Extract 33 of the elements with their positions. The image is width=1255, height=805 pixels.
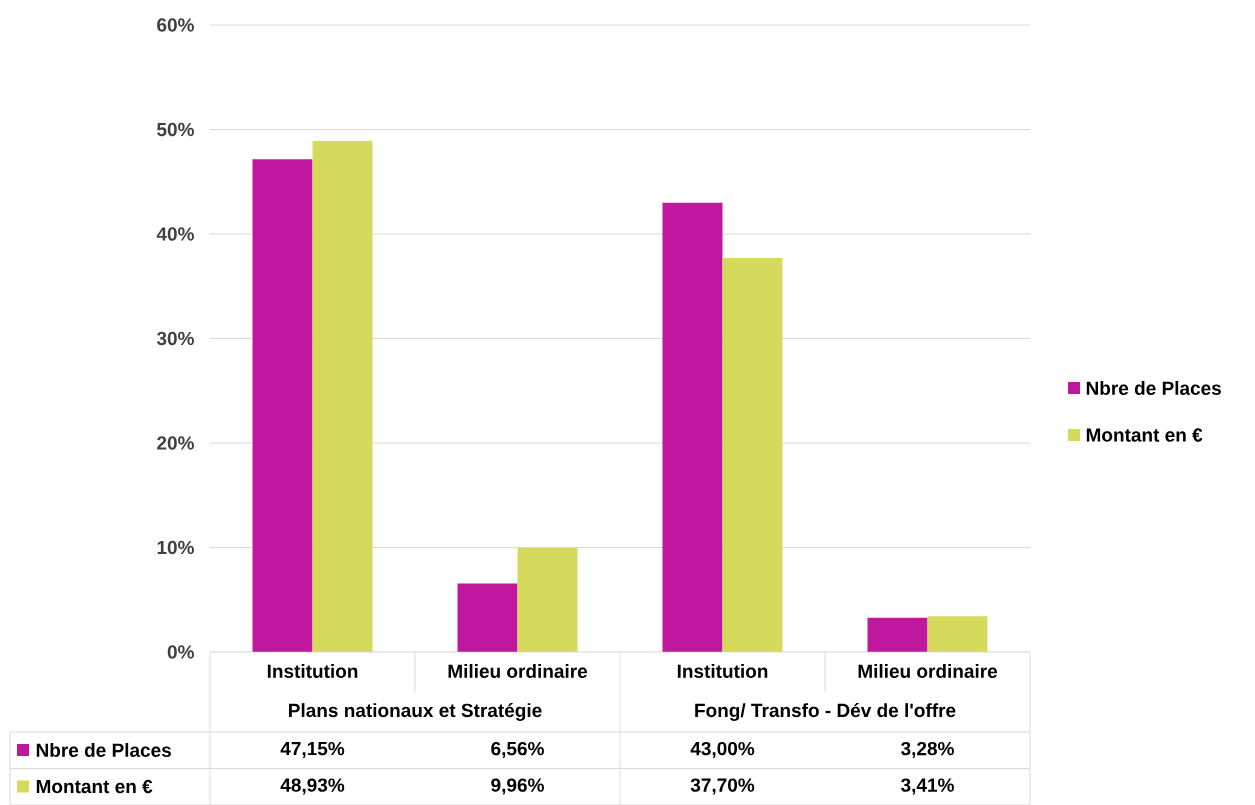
y-tick-label: 60% xyxy=(157,18,194,32)
data-label: 9,96% xyxy=(491,778,544,795)
bar xyxy=(662,202,723,652)
text: Montant en € xyxy=(36,779,153,794)
legend-label: Nbre de Places xyxy=(36,743,171,757)
y-tick-label: 30% xyxy=(156,331,194,346)
y-tick-label: 50% xyxy=(157,122,194,137)
bar xyxy=(457,583,518,652)
bar xyxy=(252,159,313,652)
data-label: 47,15% xyxy=(280,741,345,759)
y-tick-label: 20% xyxy=(157,436,194,450)
x-tick-label: Institution xyxy=(677,664,768,678)
bar xyxy=(517,547,578,652)
bar xyxy=(867,617,928,652)
x-tick-label: Milieu ordinaire xyxy=(858,664,998,678)
data-label: 37,70% xyxy=(690,778,755,795)
data-label: 43,00% xyxy=(690,741,755,759)
text: Plans nationaux et Stratégie xyxy=(289,703,542,721)
text: Fong/ Transfo - Dév de l'offre xyxy=(695,703,956,721)
data-label: 3,41% xyxy=(901,778,954,795)
x-tick-label: Institution xyxy=(267,664,358,678)
data-label: 6,56% xyxy=(491,741,544,759)
y-tick-label: 40% xyxy=(156,227,194,241)
x-tick-label: Milieu ordinaire xyxy=(448,664,588,678)
data-label: 48,93% xyxy=(280,778,345,795)
bar xyxy=(312,140,373,652)
legend-label: Montant en € xyxy=(1086,428,1203,442)
bar xyxy=(927,616,988,652)
text: Nbre de Places xyxy=(1086,381,1221,395)
data-label: 3,28% xyxy=(901,741,954,759)
y-tick-label: 10% xyxy=(157,540,194,555)
y-tick-label: 0% xyxy=(167,645,194,659)
bar xyxy=(722,258,783,652)
